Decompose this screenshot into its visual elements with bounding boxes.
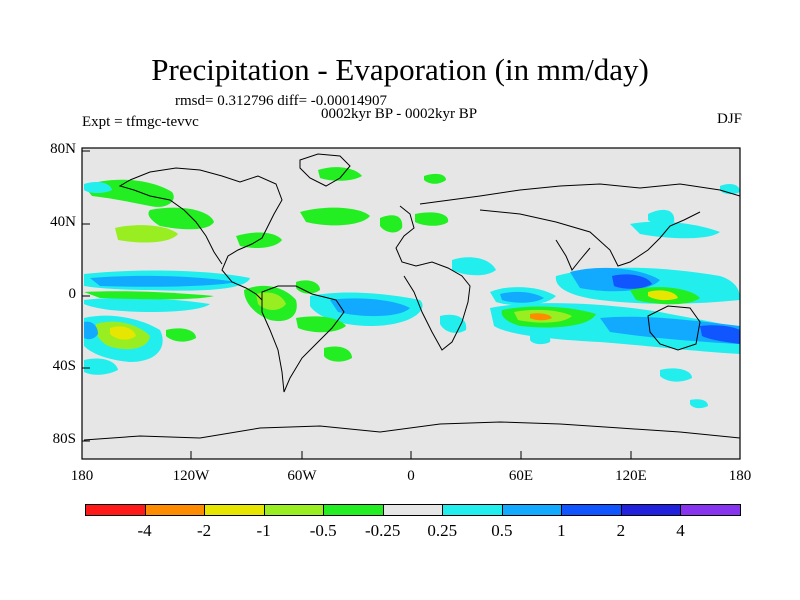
colorbar-swatch xyxy=(382,504,444,516)
coastline-australia xyxy=(647,305,701,351)
lon-label: 60E xyxy=(508,468,534,484)
season-label: DJF xyxy=(716,111,742,127)
colorbar-swatch xyxy=(144,504,206,516)
colorbar-label: 2 xyxy=(616,521,626,540)
contour-cyan xyxy=(630,221,720,239)
contour-green xyxy=(296,280,320,294)
lat-label: 0 xyxy=(68,286,77,302)
lon-label: 0 xyxy=(407,468,415,484)
colorbar-swatch xyxy=(323,504,384,516)
coastline-south-america xyxy=(261,285,345,393)
contour-cyan xyxy=(452,257,496,276)
period-label: 0002kyr BP - 0002kyr BP xyxy=(321,106,478,122)
colorbar-label: -1 xyxy=(256,521,271,540)
lat-label: 40S xyxy=(52,358,76,374)
lat-label: 80N xyxy=(50,141,76,157)
contour-cyan xyxy=(84,358,118,375)
colorbar-swatch xyxy=(501,504,563,516)
contour-blue xyxy=(90,275,236,287)
colorbar-swatch xyxy=(263,504,325,516)
coastline-eurasia xyxy=(419,183,740,267)
contour-cyan xyxy=(660,368,692,382)
colorbar-label: 0.25 xyxy=(427,521,458,540)
coastline-greenland xyxy=(299,153,351,187)
coastline-alaska xyxy=(118,179,223,265)
contour-green xyxy=(166,328,196,342)
contour-cyan xyxy=(690,399,708,409)
precip-field xyxy=(84,167,740,409)
lon-label: 180 xyxy=(70,468,94,484)
contour-green xyxy=(84,182,112,193)
lon-tick-marks xyxy=(190,451,632,459)
rmsd-diff-stats: rmsd= 0.312796 diff= -0.00014907 xyxy=(175,93,388,109)
contour-cyan xyxy=(648,209,675,225)
colorbar-label: -4 xyxy=(137,521,152,540)
lat-label: 40N xyxy=(50,214,76,230)
contour-cyan xyxy=(84,297,210,312)
contour-orange xyxy=(530,313,552,321)
experiment-label: Expt = tfmgc-tevvc xyxy=(82,114,199,130)
contour-cyan xyxy=(530,332,551,345)
contour-yellow xyxy=(648,290,678,301)
colorbar-label: 4 xyxy=(676,521,685,540)
lon-label: 120E xyxy=(615,468,647,484)
colorbar-label: 0.5 xyxy=(491,521,513,540)
contour-blue xyxy=(330,298,410,317)
contour-darkblue xyxy=(700,325,740,344)
chart-title: Precipitation - Evaporation (in mm/day) xyxy=(151,52,649,87)
contour-green xyxy=(380,215,403,233)
colorbar-label: 1 xyxy=(557,521,566,540)
colorbar-label: -0.5 xyxy=(309,521,337,540)
contour-green xyxy=(324,346,352,362)
colorbar-label: -0.25 xyxy=(365,521,401,540)
coastline-europe-africa xyxy=(395,205,471,351)
contour-green xyxy=(256,292,286,310)
colorbar-swatch xyxy=(85,504,146,516)
coastline-antarctica xyxy=(83,421,740,441)
colorbar-swatch xyxy=(204,504,265,516)
lon-label: 60W xyxy=(287,468,317,484)
colorbar-swatch xyxy=(561,504,622,516)
contour-green xyxy=(318,167,362,181)
contour-green xyxy=(84,291,214,300)
contour-cyan xyxy=(440,314,467,333)
colorbar-swatch xyxy=(620,504,682,516)
colorbar-swatch xyxy=(680,504,741,516)
contour-yellow xyxy=(110,326,136,340)
contour-green xyxy=(424,173,446,184)
coastline-north-america xyxy=(129,167,283,301)
contour-blue xyxy=(500,291,544,303)
contour-green xyxy=(300,207,370,226)
colorbar-swatch xyxy=(442,504,503,516)
coastline-india xyxy=(555,239,591,271)
contour-green xyxy=(296,316,346,333)
lon-label: 120W xyxy=(172,468,210,484)
lon-label: 180 xyxy=(728,468,752,484)
contour-green xyxy=(115,225,178,243)
lat-tick-marks xyxy=(82,150,90,442)
contour-green xyxy=(415,212,449,226)
colorbar-label: -2 xyxy=(196,521,212,540)
coastlines xyxy=(83,153,740,441)
contour-darkblue xyxy=(612,274,652,289)
lat-label: 80S xyxy=(52,431,76,447)
contour-blue xyxy=(84,321,98,340)
